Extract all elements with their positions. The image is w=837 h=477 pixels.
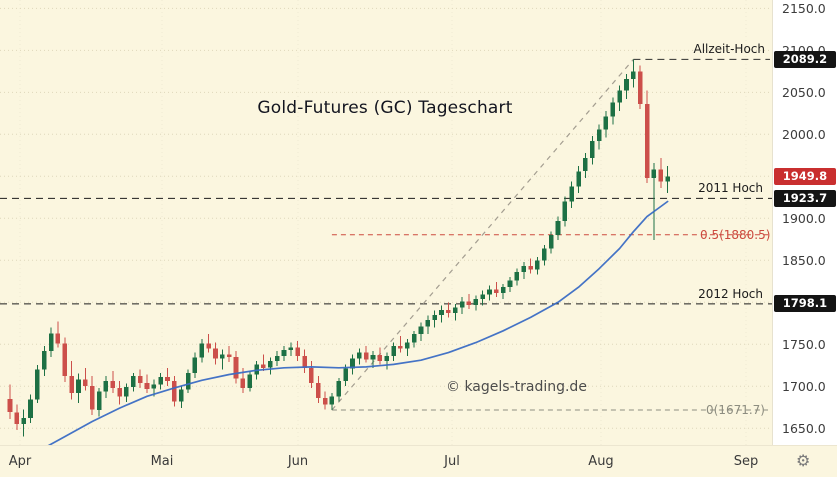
y-tick-label: 1750.0 (782, 336, 826, 352)
y-tick-label: 2150.0 (782, 0, 826, 16)
level-lines (0, 58, 772, 305)
fib-lines (331, 234, 768, 411)
price-level-label: Allzeit-Hoch (693, 42, 766, 57)
price-badge: 2089.2 (774, 50, 836, 68)
month-label: Aug (588, 454, 614, 469)
month-label: Jun (287, 454, 309, 469)
settings-gear-icon[interactable]: ⚙ (796, 451, 811, 470)
chart-canvas[interactable]: Gold-Futures (GC) Tageschart © kagels-tr… (0, 0, 772, 445)
fib-level-label: 0.5(1880.5) (700, 227, 771, 242)
candles-series (7, 59, 670, 437)
candlestick-svg (0, 0, 772, 445)
price-level-label: 2012 Hoch (698, 286, 763, 301)
watermark: © kagels-trading.de (446, 379, 587, 395)
y-tick-label: 2000.0 (782, 126, 826, 142)
price-badge: 1798.1 (774, 295, 836, 313)
horizontal-gridlines (0, 7, 772, 429)
month-label: Apr (8, 454, 32, 469)
ma-line (47, 200, 669, 445)
trendline (331, 59, 634, 411)
vertical-gridlines (19, 0, 747, 445)
price-axis[interactable]: 2150.02100.02050.02000.01950.01900.01850… (772, 0, 837, 445)
y-tick-label: 1650.0 (782, 420, 826, 436)
month-label: Sep (733, 454, 759, 469)
y-tick-label: 1850.0 (782, 252, 826, 268)
price-badge: 1949.8 (774, 167, 836, 185)
y-tick-label: 2050.0 (782, 84, 826, 100)
price-badge: 1923.7 (774, 189, 836, 207)
y-tick-label: 1900.0 (782, 210, 826, 226)
time-axis[interactable]: Apr Mai Jun Jul Aug Sep ⚙ (0, 445, 837, 477)
chart-title: Gold-Futures (GC) Tageschart (257, 98, 513, 118)
month-label: Mai (150, 454, 174, 469)
month-label: Jul (444, 454, 460, 469)
fib-level-label: 0(1671.7) (706, 402, 765, 417)
y-tick-label: 1700.0 (782, 378, 826, 394)
price-level-label: 2011 Hoch (698, 181, 763, 196)
